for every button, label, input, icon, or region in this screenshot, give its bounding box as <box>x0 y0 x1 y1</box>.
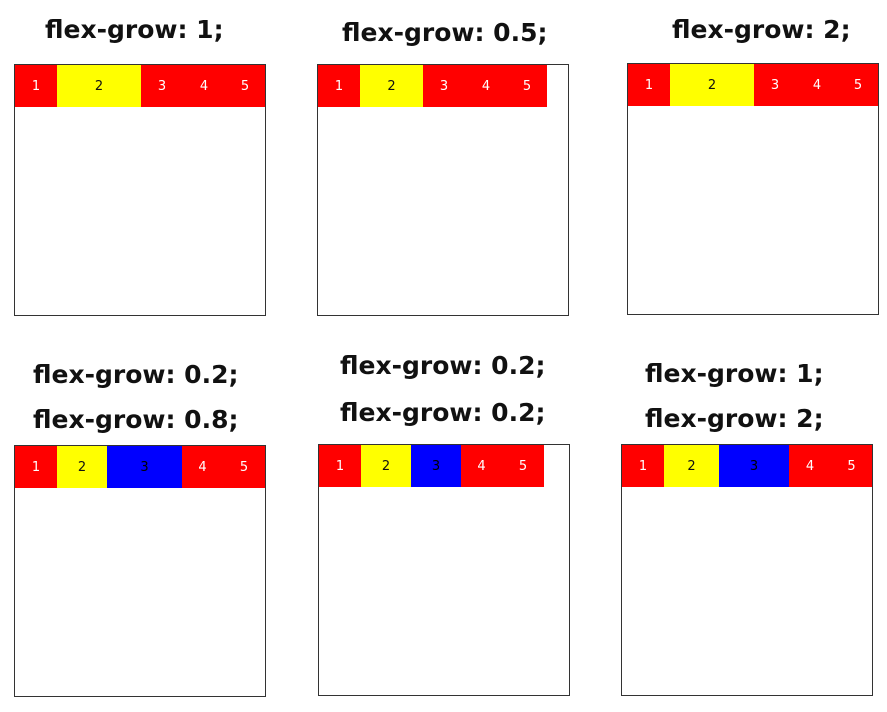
demo-3-item-4: 4 <box>796 64 838 106</box>
demo-3-label-1: flex-grow: 2; <box>672 15 851 44</box>
demo-2-item-5: 5 <box>507 65 547 107</box>
demo-6-label-1: flex-grow: 1; <box>645 359 824 388</box>
demo-3-item-5: 5 <box>838 64 878 106</box>
demo-1-label-1: flex-grow: 1; <box>45 15 224 44</box>
demo-2-item-1: 1 <box>318 65 360 107</box>
demo-4-label-1: flex-grow: 0.2; <box>33 360 239 389</box>
demo-3-flex-row: 1 2 3 4 5 <box>628 64 878 106</box>
demo-4-item-3: 3 <box>107 446 182 488</box>
demo-1-item-2: 2 <box>57 65 141 107</box>
demo-3-item-1: 1 <box>628 64 670 106</box>
demo-4-label-2: flex-grow: 0.8; <box>33 405 239 434</box>
demo-2-container: 1 2 3 4 5 <box>317 64 569 316</box>
demo-3-container: 1 2 3 4 5 <box>627 63 879 315</box>
demo-1-item-1: 1 <box>15 65 57 107</box>
demo-5-item-1: 1 <box>319 445 361 487</box>
demo-6-item-5: 5 <box>831 445 872 487</box>
demo-3-item-3: 3 <box>754 64 796 106</box>
demo-5-item-4: 4 <box>461 445 502 487</box>
demo-5-item-2: 2 <box>361 445 411 487</box>
demo-6-flex-row: 1 2 3 4 5 <box>622 445 872 487</box>
demo-1-flex-row: 1 2 3 4 5 <box>15 65 265 107</box>
demo-1-item-5: 5 <box>225 65 265 107</box>
demo-2-label-1: flex-grow: 0.5; <box>342 18 548 47</box>
demo-2-item-3: 3 <box>423 65 465 107</box>
demo-6-label-2: flex-grow: 2; <box>645 404 824 433</box>
demo-1-container: 1 2 3 4 5 <box>14 64 266 316</box>
demo-4-container: 1 2 3 4 5 <box>14 445 266 697</box>
demo-2-flex-row: 1 2 3 4 5 <box>318 65 547 107</box>
demo-5-container: 1 2 3 4 5 <box>318 444 570 696</box>
demo-5-item-5: 5 <box>502 445 544 487</box>
demo-6-item-4: 4 <box>789 445 831 487</box>
demo-1-item-4: 4 <box>183 65 225 107</box>
demo-6-container: 1 2 3 4 5 <box>621 444 873 696</box>
demo-2-item-4: 4 <box>465 65 507 107</box>
demo-5-item-3: 3 <box>411 445 461 487</box>
demo-5-flex-row: 1 2 3 4 5 <box>319 445 544 487</box>
demo-4-item-1: 1 <box>15 446 57 488</box>
demo-5-label-1: flex-grow: 0.2; <box>340 351 546 380</box>
demo-6-item-3: 3 <box>719 445 789 487</box>
demo-4-item-5: 5 <box>223 446 265 488</box>
demo-6-item-2: 2 <box>664 445 719 487</box>
demo-4-item-2: 2 <box>57 446 107 488</box>
demo-3-item-2: 2 <box>670 64 754 106</box>
demo-6-item-1: 1 <box>622 445 664 487</box>
demo-1-item-3: 3 <box>141 65 183 107</box>
demo-5-label-2: flex-grow: 0.2; <box>340 398 546 427</box>
demo-2-item-2: 2 <box>360 65 423 107</box>
demo-4-item-4: 4 <box>182 446 223 488</box>
demo-4-flex-row: 1 2 3 4 5 <box>15 446 265 488</box>
